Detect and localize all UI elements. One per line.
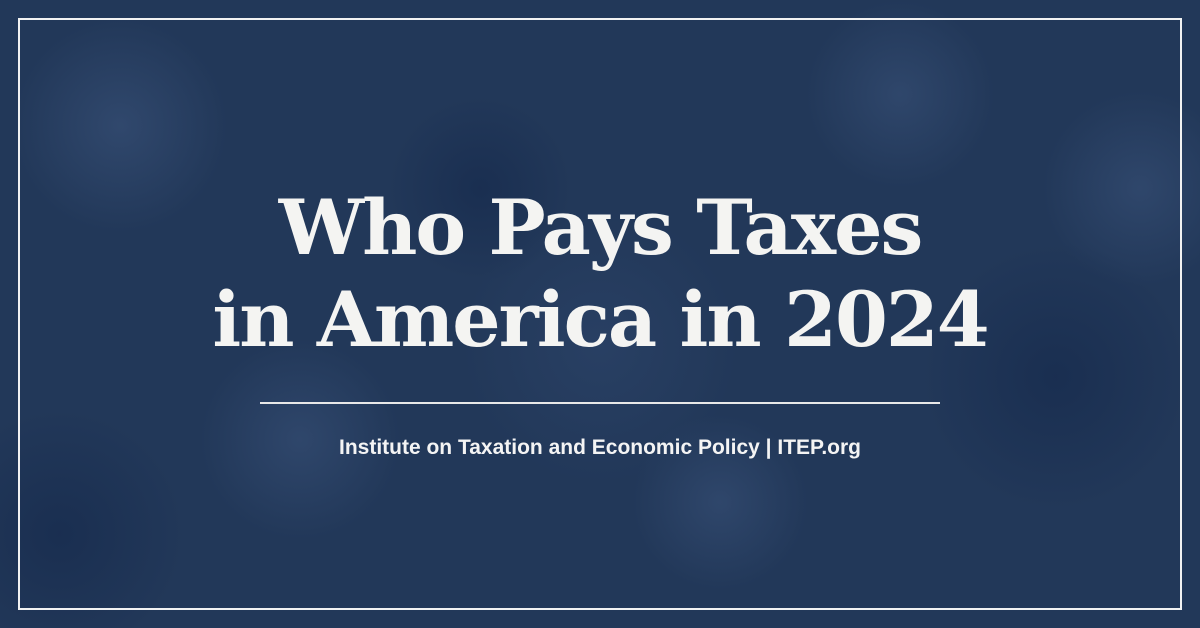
headline: Who Pays Taxes in America in 2024 <box>0 182 1200 366</box>
border-frame <box>18 18 1182 610</box>
headline-line-2: in America in 2024 <box>212 275 989 364</box>
divider <box>260 402 940 404</box>
headline-line-1: Who Pays Taxes <box>278 183 924 272</box>
subtitle: Institute on Taxation and Economic Polic… <box>338 436 861 459</box>
